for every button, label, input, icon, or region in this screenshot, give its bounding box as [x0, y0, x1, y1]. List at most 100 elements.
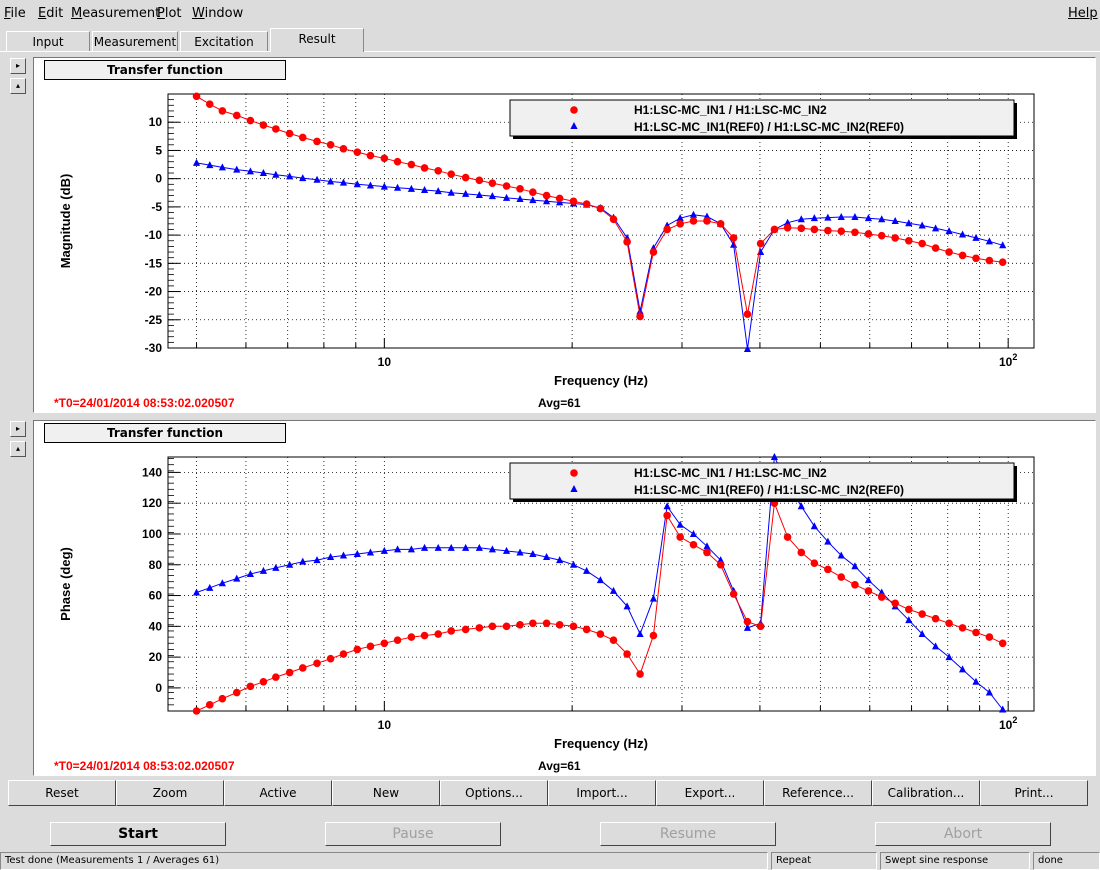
data-point: [542, 553, 551, 561]
menu-measurement[interactable]: Measurement: [71, 6, 161, 21]
data-point: [366, 548, 375, 556]
reset-button[interactable]: Reset: [8, 780, 116, 806]
data-point: [393, 183, 402, 191]
data-point: [743, 310, 752, 318]
y-grid: 0 20 40 60 80 100 120 140: [142, 458, 1034, 712]
data-point: [864, 576, 873, 584]
data-point: [407, 545, 415, 553]
start-button[interactable]: Start: [50, 822, 226, 846]
data-point: [434, 187, 442, 195]
series-current: [192, 499, 1007, 715]
menu-edit[interactable]: Edit: [38, 6, 64, 21]
data-point: [596, 576, 605, 584]
data-point: [542, 191, 551, 200]
data-point: [958, 624, 967, 632]
data-point: [972, 254, 980, 263]
data-point: [689, 540, 698, 549]
data-point: [326, 654, 335, 663]
data-point: [676, 520, 684, 528]
panel2-expand-icon[interactable]: ▸: [10, 421, 26, 437]
data-point: [313, 556, 321, 564]
data-point: [218, 107, 227, 115]
pause-button[interactable]: Pause: [325, 822, 501, 846]
data-point: [488, 622, 497, 631]
zoom-button[interactable]: Zoom: [116, 780, 224, 806]
y-tick-label: 20: [149, 650, 163, 664]
menu-window[interactable]: Window: [192, 6, 244, 21]
data-point: [529, 196, 537, 204]
data-point: [623, 650, 631, 658]
import-button[interactable]: Import...: [548, 780, 656, 806]
print-button[interactable]: Print...: [980, 780, 1088, 806]
data-point: [475, 176, 484, 185]
data-point: [623, 602, 631, 610]
data-point: [206, 161, 214, 169]
data-point: [837, 227, 846, 235]
panel2-collapse-icon[interactable]: ▴: [10, 441, 26, 457]
data-point: [259, 677, 268, 686]
calibration-button[interactable]: Calibration...: [872, 780, 980, 806]
tab-result[interactable]: Result: [270, 28, 364, 52]
data-point: [462, 543, 470, 551]
data-point: [864, 230, 873, 238]
tab-measurement[interactable]: Measurement: [92, 31, 178, 52]
data-point: [891, 234, 899, 242]
status-state: done: [1033, 852, 1100, 870]
phase-panel: 0 20 40 60 80 100 120 140 10 102 Frequency (Hz) Pha…: [33, 420, 1096, 776]
data-point: [703, 548, 711, 557]
data-point: [972, 677, 980, 685]
data-point: [502, 622, 511, 631]
reference-button[interactable]: Reference...: [764, 780, 872, 806]
data-point: [246, 569, 255, 577]
menu-file[interactable]: File: [4, 6, 26, 21]
resume-button[interactable]: Resume: [600, 822, 776, 846]
panel1-collapse-icon[interactable]: ▴: [10, 78, 26, 94]
data-point: [729, 234, 738, 242]
series-current: [192, 92, 1007, 321]
data-point: [663, 225, 671, 234]
data-point: [877, 231, 886, 240]
tab-excitation[interactable]: Excitation: [180, 31, 268, 52]
x-tick-label-exp: 2: [1012, 352, 1017, 362]
x-tick-label: 102: [999, 352, 1017, 369]
new-button[interactable]: New: [332, 780, 440, 806]
legend-label: H1:LSC-MC_IN1(REF0) / H1:LSC-MC_IN2(REF0…: [634, 483, 904, 497]
data-point: [488, 545, 496, 553]
plot-button-row: Reset Zoom Active New Options... Import.…: [8, 780, 1088, 806]
data-point: [259, 566, 268, 574]
data-point: [502, 182, 511, 190]
data-point: [932, 224, 940, 232]
data-point: [407, 633, 416, 641]
data-point: [434, 166, 443, 175]
menu-plot[interactable]: Plot: [157, 6, 182, 21]
export-button[interactable]: Export...: [656, 780, 764, 806]
status-test-type: Swept sine response: [880, 852, 1030, 870]
y-tick-label: 0: [155, 172, 162, 186]
data-point: [905, 219, 913, 227]
data-point: [905, 236, 913, 245]
options-button[interactable]: Options...: [440, 780, 548, 806]
abort-button[interactable]: Abort: [875, 822, 1051, 846]
data-point: [420, 185, 429, 193]
data-point: [380, 639, 389, 648]
x-tick-label-base: 10: [999, 355, 1013, 369]
data-point: [609, 215, 618, 224]
active-button[interactable]: Active: [224, 780, 332, 806]
data-point: [851, 580, 859, 589]
data-point: [286, 172, 294, 180]
data-point: [555, 620, 564, 629]
data-point: [703, 542, 711, 550]
data-point: [649, 594, 658, 602]
data-point: [569, 197, 578, 206]
y-tick-label: -25: [145, 313, 163, 327]
panel1-expand-icon[interactable]: ▸: [10, 58, 26, 74]
data-point: [676, 533, 684, 541]
averages-label: Avg=61: [538, 396, 581, 410]
x-grid: [196, 457, 1009, 711]
data-point: [743, 623, 752, 631]
tab-input[interactable]: Input: [6, 31, 90, 52]
menu-help[interactable]: Help: [1068, 6, 1098, 21]
data-point: [205, 701, 214, 709]
